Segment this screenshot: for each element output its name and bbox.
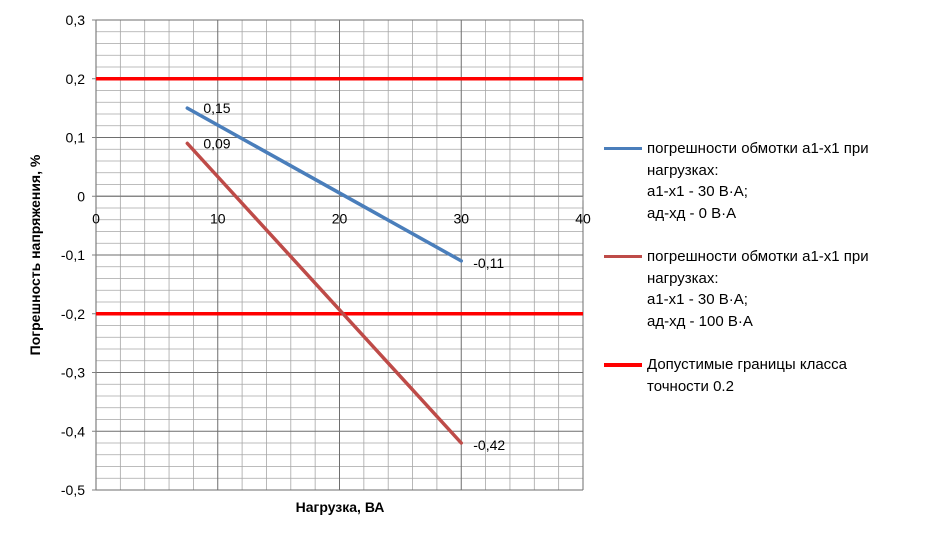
legend-label-series-1: погрешности обмотки а1-х1 при нагрузках:… [647,138,907,224]
x-tick-label: 30 [453,210,469,226]
series-layer [96,77,583,445]
y-tick-label: 0,1 [66,130,86,146]
data-label: -0,11 [473,255,504,271]
y-tick-label: -0,2 [61,306,85,322]
y-tick-label: 0,3 [66,12,86,28]
legend-label-series-2: погрешности обмотки а1-х1 при нагрузках:… [647,246,907,332]
x-tick-labels: 0 10 20 30 40 [92,210,591,226]
legend-line: а1-х1 - 30 В·А; [647,291,748,308]
x-tick-label: 20 [332,210,348,226]
data-label: 0,15 [203,100,230,116]
y-tick-label: -0,1 [61,247,85,263]
legend-line: ад-хд - 0 В·А [647,204,737,222]
axes [92,19,584,491]
legend-label-limits: Допустимые границы класса точности 0.2 [647,354,907,397]
data-label: -0,42 [473,437,505,453]
legend-line: а1-х1 - 30 В·А; [647,183,748,200]
legend-line: точности 0.2 [647,377,734,395]
y-axis-title: Погрешность напряжения, % [27,154,43,355]
data-labels: 0,15 -0,11 0,09 -0,42 [203,100,505,453]
y-tick-labels: 0,3 0,2 0,1 0 -0,1 -0,2 -0,3 -0,4 -0,5 [61,12,85,498]
y-tick-label: -0,3 [61,365,85,381]
legend-line: погрешности обмотки а1-х1 при [647,140,869,157]
legend-line: нагрузках: [647,161,719,179]
data-label: 0,09 [203,135,230,151]
y-tick-label: -0,4 [61,423,85,439]
x-tick-label: 10 [210,210,226,226]
legend-line: ад-хд - 100 В·А [647,312,753,330]
x-tick-label: 0 [92,210,100,226]
legend-line: нагрузках: [647,269,719,287]
y-tick-label: 0 [77,188,85,204]
y-tick-label: -0,5 [61,482,85,498]
series-line-blue [185,106,463,263]
legend-swatch-red [604,255,642,258]
legend-line: погрешности обмотки а1-х1 при [647,248,869,265]
y-tick-label: 0,2 [66,71,86,87]
legend-swatch-blue [604,147,642,150]
legend-swatch-bright-red [604,363,642,367]
x-axis-title: Нагрузка, ВА [296,499,385,515]
legend-line: Допустимые границы класса [647,356,848,373]
x-tick-label: 40 [575,210,591,226]
series-line-red [185,141,463,445]
